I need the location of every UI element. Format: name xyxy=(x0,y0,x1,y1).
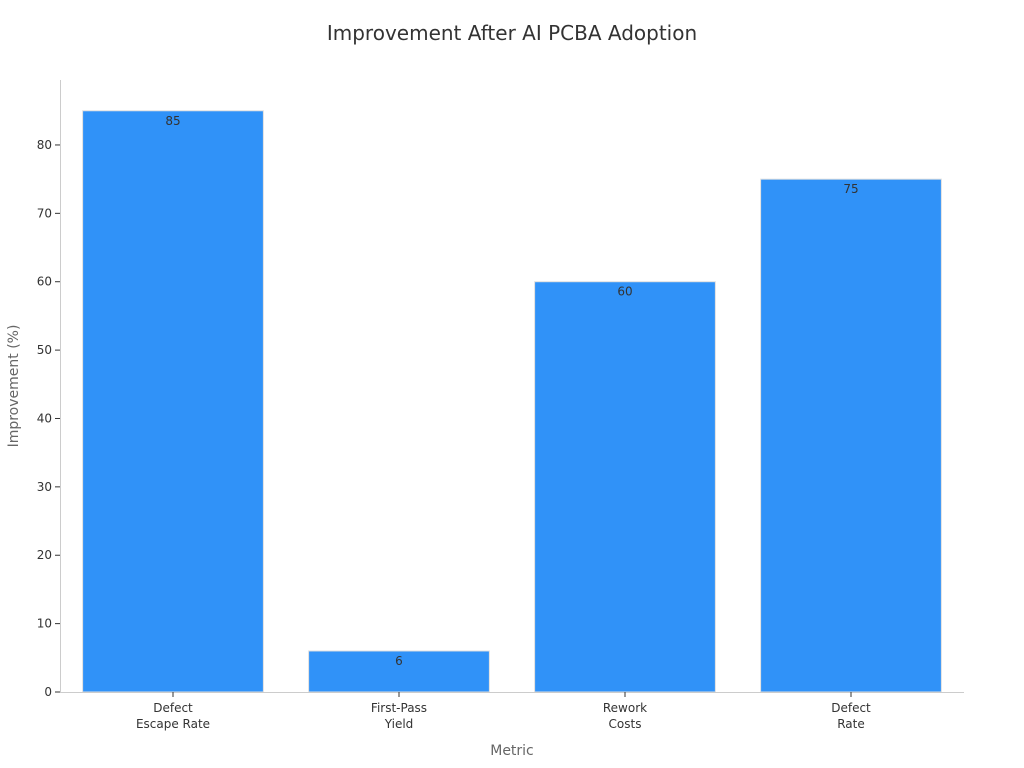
bar xyxy=(82,110,264,693)
x-tick-label: Defect Escape Rate xyxy=(136,701,210,731)
y-axis: 0 10 20 30 40 50 60 70 80 xyxy=(37,80,61,699)
y-tick-label: 40 xyxy=(37,411,52,425)
y-tick-label: 70 xyxy=(37,206,52,220)
y-tick-label: 10 xyxy=(37,617,52,631)
y-tick-label: 20 xyxy=(37,548,52,562)
data-label: 85 xyxy=(165,114,180,128)
bars-group: 85 6 60 75 xyxy=(82,110,942,693)
bar xyxy=(534,281,716,693)
y-tick-label: 50 xyxy=(37,343,52,357)
x-axis-title: Metric xyxy=(490,743,534,759)
y-axis-title: Improvement (%) xyxy=(6,325,22,448)
x-tick-label: Rework Costs xyxy=(603,701,647,731)
chart-title: Improvement After AI PCBA Adoption xyxy=(327,21,697,45)
x-tick-label: First-Pass Yield xyxy=(371,701,427,731)
data-label: 6 xyxy=(395,654,403,668)
x-axis: Defect Escape Rate First-Pass Yield Rework Co… xyxy=(60,692,964,731)
y-tick-label: 80 xyxy=(37,138,52,152)
y-tick-label: 30 xyxy=(37,480,52,494)
y-tick-label: 0 xyxy=(44,685,52,699)
data-label: 60 xyxy=(617,285,632,299)
y-tick-label: 60 xyxy=(37,275,52,289)
x-tick-label: Defect Rate xyxy=(831,701,871,731)
data-label: 75 xyxy=(843,182,858,196)
bar xyxy=(760,178,942,693)
bar xyxy=(308,650,490,693)
